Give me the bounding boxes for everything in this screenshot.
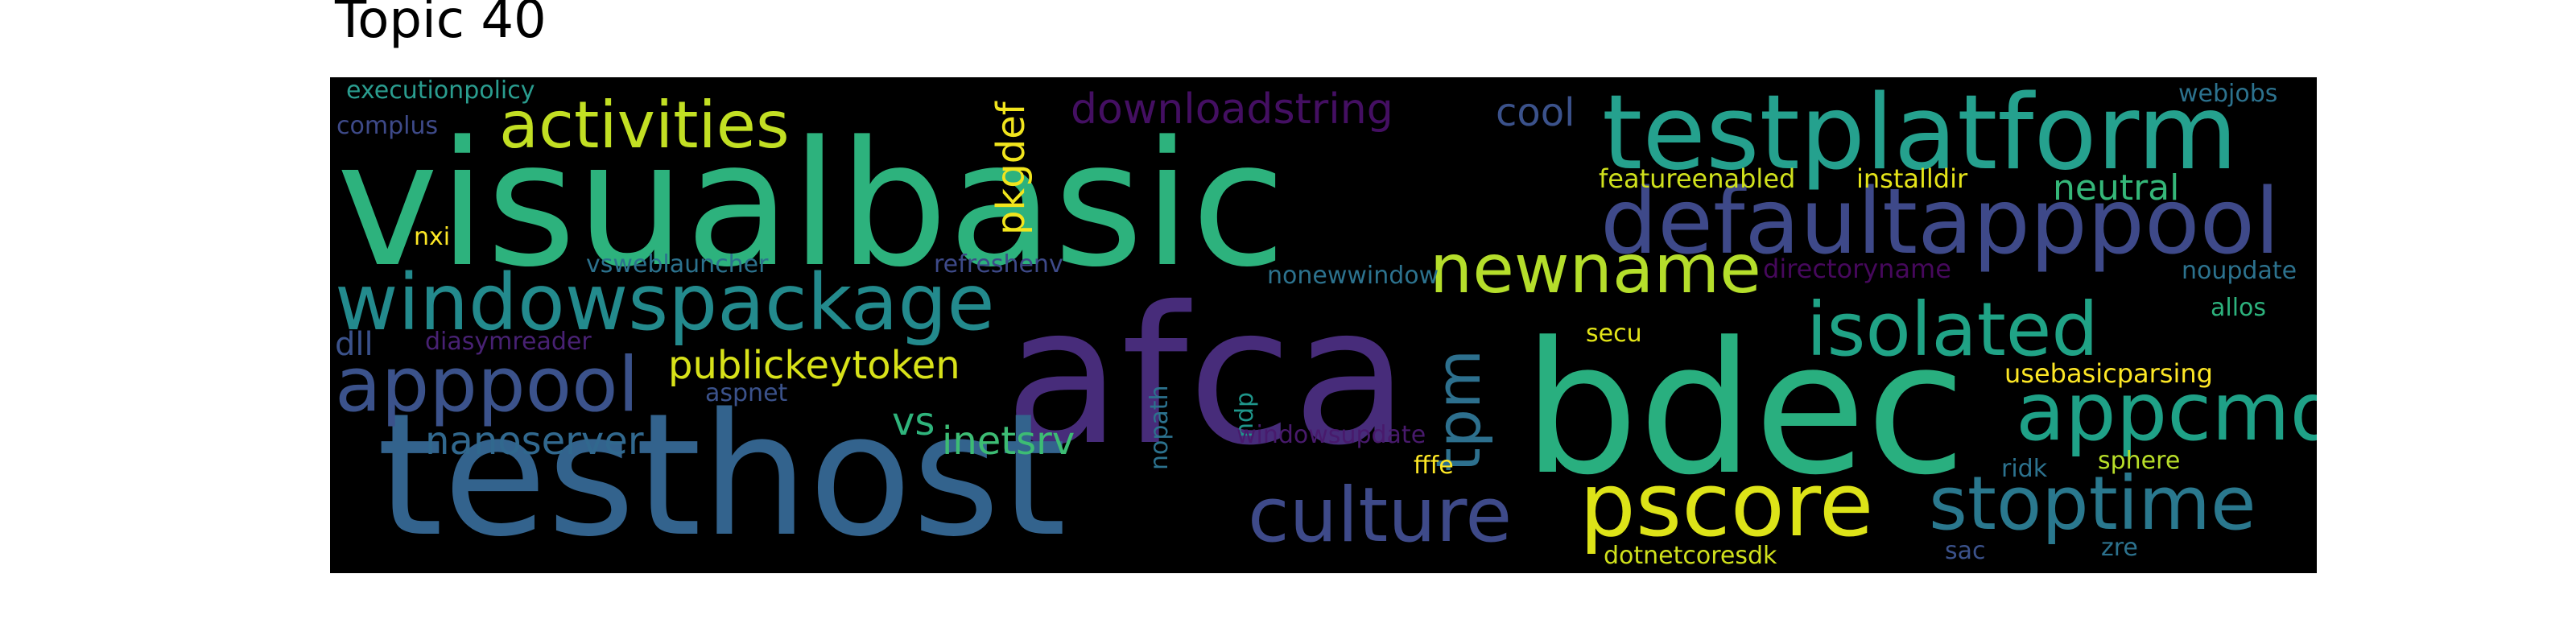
word-newname: newname: [1430, 229, 1761, 308]
word-webjobs: webjobs: [2178, 80, 2278, 108]
word-apppool: apppool: [335, 341, 639, 429]
word-visualbasic: visualbasic: [336, 105, 1286, 305]
word-nxi: nxi: [414, 223, 451, 251]
word-sac: sac: [1945, 537, 1986, 565]
word-defaultapppool: defaultapppool: [1600, 170, 2281, 275]
word-inetsrv: inetsrv: [942, 419, 1075, 464]
word-activities: activities: [499, 88, 790, 163]
word-ridk: ridk: [2001, 455, 2048, 483]
figure-title: Topic 40: [335, 0, 547, 50]
word-dll: dll: [335, 326, 374, 363]
word-appcmd: appcmd: [2016, 365, 2317, 459]
word-directoryname: directoryname: [1763, 254, 1951, 284]
word-executionpolicy: executionpolicy: [346, 77, 535, 105]
word-bdec: bdec: [1523, 303, 1967, 515]
word-downloadstring: downloadstring: [1071, 85, 1393, 134]
word-fffe: fffe: [1414, 452, 1454, 480]
word-afca: afca: [1005, 266, 1410, 487]
word-pscore: pscore: [1579, 453, 1874, 556]
word-aspnet: aspnet: [705, 379, 788, 407]
word-neutral: neutral: [2053, 167, 2180, 208]
word-complus: complus: [336, 112, 439, 140]
word-nanoserver: nanoserver: [425, 419, 644, 464]
word-windowsupdate: windowsupdate: [1236, 421, 1426, 449]
word-refreshenv: refreshenv: [934, 250, 1063, 279]
word-sphere: sphere: [2098, 447, 2181, 475]
word-cloud: visualbasic afca testhost bdec testplatf…: [330, 77, 2317, 573]
word-publickeytoken: publickeytoken: [668, 343, 960, 388]
word-secu: secu: [1586, 320, 1642, 348]
word-allos: allos: [2211, 294, 2267, 322]
word-stoptime: stoptime: [1929, 460, 2256, 547]
word-testhost: testhost: [377, 377, 1067, 573]
word-usebasicparsing: usebasicparsing: [2004, 358, 2213, 389]
word-culture: culture: [1248, 472, 1513, 559]
word-noupdate: noupdate: [2182, 257, 2297, 285]
word-vs: vs: [892, 399, 935, 444]
word-isolated: isolated: [1806, 287, 2099, 373]
word-cool: cool: [1496, 90, 1575, 135]
word-dotnetcoresdk: dotnetcoresdk: [1604, 542, 1777, 570]
word-testplatform: testplatform: [1602, 77, 2238, 193]
word-zre: zre: [2101, 534, 2138, 562]
word-nonewwindow: nonewwindow: [1267, 262, 1439, 290]
word-diasymreader: diasymreader: [425, 328, 592, 356]
word-nopath: nopath: [1146, 385, 1174, 470]
word-vsweblauncher: vsweblauncher: [586, 250, 769, 279]
word-installdir: installdir: [1856, 163, 1968, 194]
word-featureenabled: featureenabled: [1599, 163, 1796, 194]
word-pkgdef: pkgdef: [989, 101, 1034, 235]
word-windowspackage: windowspackage: [335, 258, 995, 348]
